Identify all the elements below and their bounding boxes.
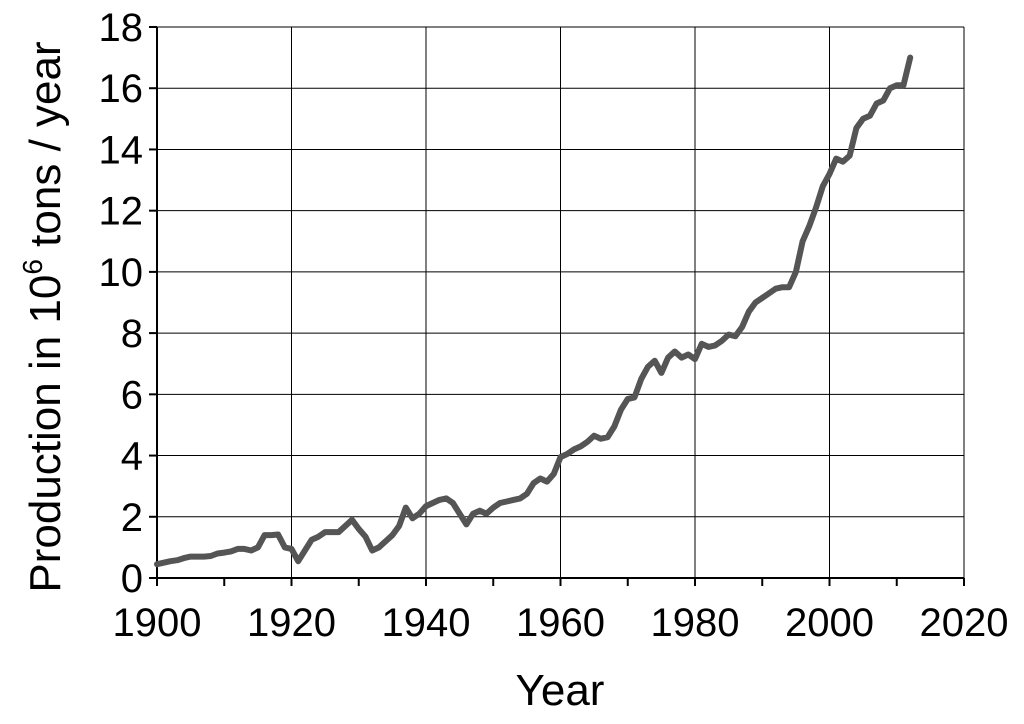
y-tick-label: 16 <box>99 67 144 111</box>
y-tick-label: 18 <box>99 6 144 50</box>
y-tick-label: 6 <box>121 373 143 417</box>
x-tick-label: 2020 <box>920 601 1009 645</box>
y-tick-label: 14 <box>99 128 144 172</box>
y-tick-label: 12 <box>99 190 144 234</box>
y-tick-label: 8 <box>121 312 143 356</box>
y-axis-title: Production in 106 tons / year <box>17 41 70 592</box>
y-axis-title-main: Production in 10 <box>21 275 70 593</box>
y-axis-title-tail: tons / year <box>21 41 70 259</box>
label-layer: 0 2 4 6 8 10 12 14 16 18 1900 1920 1940 1960 1980 2000 2… <box>99 6 1009 645</box>
x-axis-title: Year <box>516 666 605 715</box>
x-tick-label: 1900 <box>113 601 202 645</box>
x-tick-label: 1960 <box>516 601 605 645</box>
production-series-line <box>154 54 914 568</box>
y-tick-label: 2 <box>121 496 143 540</box>
axis-layer <box>149 26 965 586</box>
y-tick-label: 0 <box>121 557 143 601</box>
y-tick-label: 4 <box>121 435 143 479</box>
series-layer <box>154 54 914 568</box>
x-tick-label: 1940 <box>382 601 471 645</box>
x-tick-label: 1920 <box>247 601 336 645</box>
y-tick-label: 10 <box>99 251 144 295</box>
y-axis-title-superscript: 6 <box>17 259 48 275</box>
grid-layer <box>157 26 965 578</box>
x-tick-label: 2000 <box>785 601 874 645</box>
x-tick-label: 1980 <box>651 601 740 645</box>
